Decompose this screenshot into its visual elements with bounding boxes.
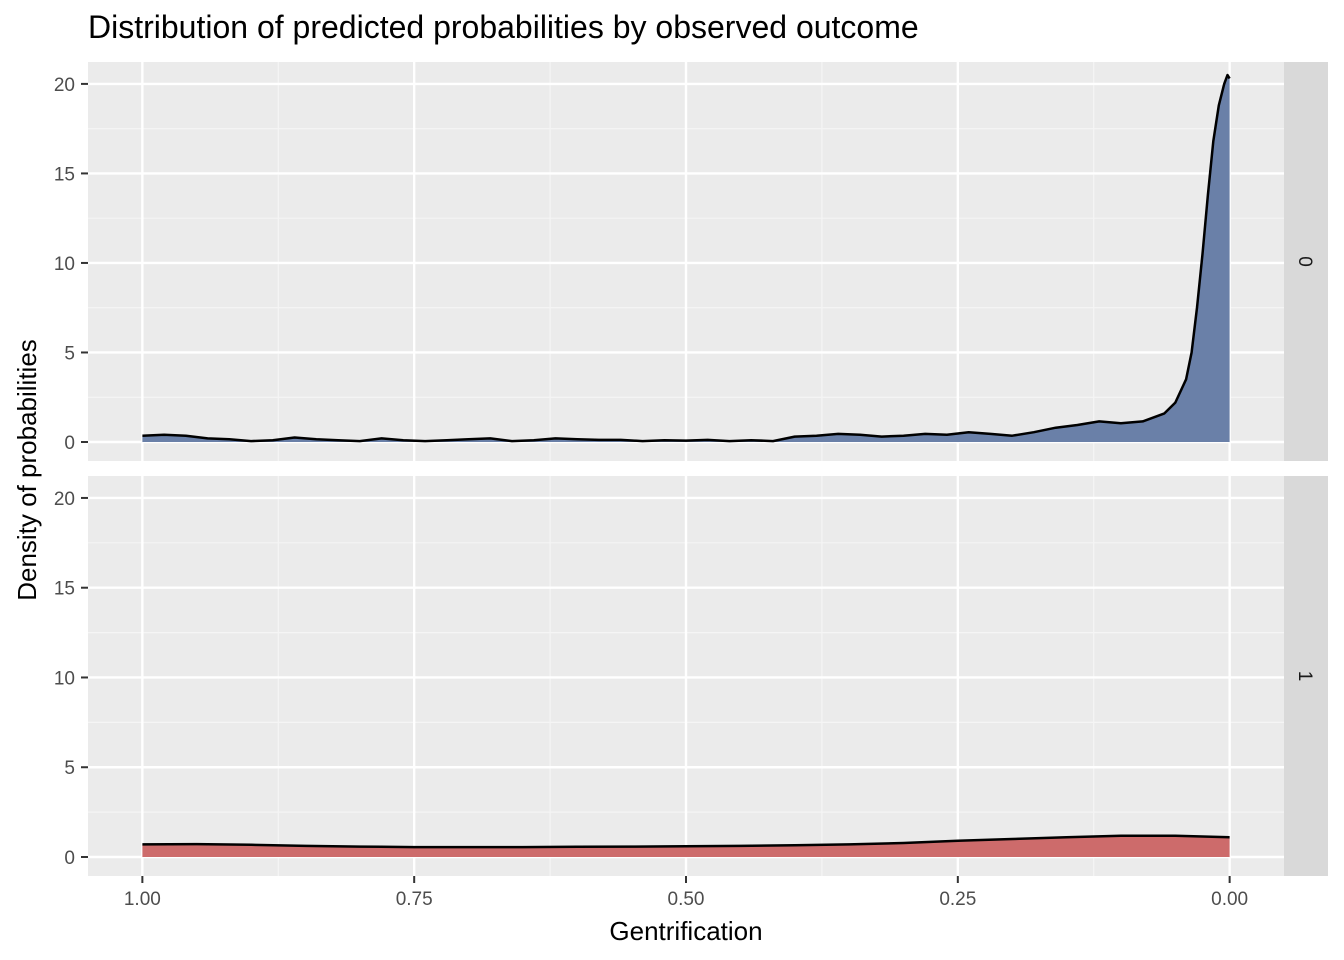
y-tick-label: 0 xyxy=(64,433,75,454)
y-tick-label: 10 xyxy=(54,254,75,275)
x-tick-label: 1.00 xyxy=(124,889,161,910)
facet-panels: 0 5 10 15 20 0 0 5 10 15 20 1 xyxy=(54,62,1328,876)
x-axis: 1.00 0.75 0.50 0.25 0.00 xyxy=(124,876,1248,910)
y-tick-label: 0 xyxy=(64,848,75,869)
facet-panel-1: 0 5 10 15 20 1 xyxy=(54,476,1328,876)
y-tick-label: 20 xyxy=(54,75,75,96)
facet-strip-label: 1 xyxy=(1294,671,1315,682)
y-tick-label: 20 xyxy=(54,489,75,510)
y-tick-label: 10 xyxy=(54,668,75,689)
facet-panel-0: 0 5 10 15 20 0 xyxy=(54,62,1328,461)
x-tick-label: 0.50 xyxy=(668,889,705,910)
density-line-0 xyxy=(142,73,1231,443)
y-tick-label: 15 xyxy=(54,164,75,185)
density-line-1 xyxy=(142,834,1230,849)
y-tick-label: 5 xyxy=(64,343,75,364)
y-tick-label: 5 xyxy=(64,758,75,779)
x-axis-title: Gentrification xyxy=(609,916,762,946)
x-tick-label: 0.75 xyxy=(396,889,433,910)
facet-strip xyxy=(1284,62,1328,461)
x-tick-label: 0.00 xyxy=(1211,889,1248,910)
facet-strip xyxy=(1284,476,1328,876)
facet-strip-label: 0 xyxy=(1294,256,1315,267)
x-tick-label: 0.25 xyxy=(939,889,976,910)
chart-title: Distribution of predicted probabilities … xyxy=(88,9,919,45)
y-axis-title: Density of probabilities xyxy=(12,339,42,601)
y-tick-label: 15 xyxy=(54,579,75,600)
